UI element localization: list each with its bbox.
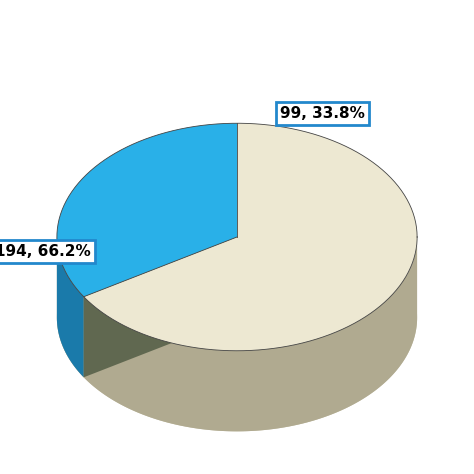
Polygon shape: [84, 123, 417, 351]
Text: 194, 66.2%: 194, 66.2%: [0, 244, 91, 259]
Polygon shape: [57, 237, 417, 431]
Polygon shape: [57, 204, 417, 431]
Polygon shape: [57, 123, 237, 297]
Polygon shape: [84, 237, 237, 377]
Polygon shape: [57, 237, 84, 377]
Text: 99, 33.8%: 99, 33.8%: [280, 106, 365, 121]
